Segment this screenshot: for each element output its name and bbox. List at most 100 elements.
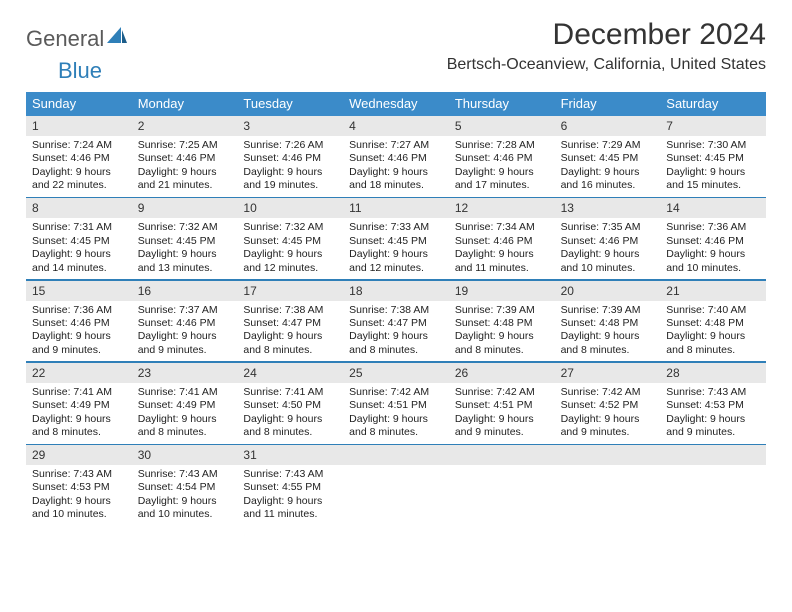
day-line: Daylight: 9 hours xyxy=(455,330,549,343)
day-line: and 10 minutes. xyxy=(138,508,232,521)
day-line: and 10 minutes. xyxy=(32,508,126,521)
day-cell: Sunrise: 7:35 AMSunset: 4:46 PMDaylight:… xyxy=(555,218,661,279)
day-line: Sunrise: 7:32 AM xyxy=(243,221,337,234)
day-line: Daylight: 9 hours xyxy=(666,248,760,261)
day-line: and 8 minutes. xyxy=(32,426,126,439)
day-line: Sunset: 4:46 PM xyxy=(349,152,443,165)
day-line: Daylight: 9 hours xyxy=(666,166,760,179)
day-number: 25 xyxy=(343,363,449,383)
daynum-row: 293031 xyxy=(26,445,766,465)
day-line: Sunset: 4:45 PM xyxy=(561,152,655,165)
day-line: Sunset: 4:48 PM xyxy=(455,317,549,330)
day-number: 24 xyxy=(237,363,343,383)
day-line: and 9 minutes. xyxy=(455,426,549,439)
day-line: Sunset: 4:48 PM xyxy=(561,317,655,330)
day-line: Daylight: 9 hours xyxy=(349,413,443,426)
day-line: Daylight: 9 hours xyxy=(349,248,443,261)
day-line: Sunrise: 7:43 AM xyxy=(32,468,126,481)
day-line: Sunset: 4:47 PM xyxy=(349,317,443,330)
day-header: Thursday xyxy=(449,92,555,116)
day-line: Sunrise: 7:42 AM xyxy=(455,386,549,399)
day-cell: Sunrise: 7:43 AMSunset: 4:53 PMDaylight:… xyxy=(660,383,766,444)
day-line: Sunset: 4:45 PM xyxy=(138,235,232,248)
day-line: and 10 minutes. xyxy=(561,262,655,275)
day-line: and 16 minutes. xyxy=(561,179,655,192)
day-line: and 9 minutes. xyxy=(561,426,655,439)
day-cell: Sunrise: 7:38 AMSunset: 4:47 PMDaylight:… xyxy=(343,301,449,362)
day-line: Sunset: 4:45 PM xyxy=(32,235,126,248)
day-line: Daylight: 9 hours xyxy=(32,413,126,426)
day-cell: Sunrise: 7:32 AMSunset: 4:45 PMDaylight:… xyxy=(132,218,238,279)
day-number: 2 xyxy=(132,116,238,136)
day-line: Sunrise: 7:24 AM xyxy=(32,139,126,152)
day-cell xyxy=(555,465,661,526)
day-line: and 8 minutes. xyxy=(138,426,232,439)
day-line: Daylight: 9 hours xyxy=(138,413,232,426)
day-cell: Sunrise: 7:40 AMSunset: 4:48 PMDaylight:… xyxy=(660,301,766,362)
day-cell: Sunrise: 7:39 AMSunset: 4:48 PMDaylight:… xyxy=(555,301,661,362)
day-line: Sunset: 4:55 PM xyxy=(243,481,337,494)
logo-text-blue: Blue xyxy=(58,58,102,83)
day-line: Sunrise: 7:40 AM xyxy=(666,304,760,317)
day-number: 26 xyxy=(449,363,555,383)
day-line: Daylight: 9 hours xyxy=(561,330,655,343)
day-cell: Sunrise: 7:39 AMSunset: 4:48 PMDaylight:… xyxy=(449,301,555,362)
day-line: Sunset: 4:48 PM xyxy=(666,317,760,330)
day-line: Daylight: 9 hours xyxy=(455,248,549,261)
day-line: Sunrise: 7:29 AM xyxy=(561,139,655,152)
day-cell: Sunrise: 7:34 AMSunset: 4:46 PMDaylight:… xyxy=(449,218,555,279)
day-number: 29 xyxy=(26,445,132,465)
day-cell: Sunrise: 7:43 AMSunset: 4:53 PMDaylight:… xyxy=(26,465,132,526)
day-body-row: Sunrise: 7:41 AMSunset: 4:49 PMDaylight:… xyxy=(26,383,766,444)
calendar-week: 293031Sunrise: 7:43 AMSunset: 4:53 PMDay… xyxy=(26,445,766,526)
day-line: and 8 minutes. xyxy=(349,344,443,357)
day-line: and 11 minutes. xyxy=(243,508,337,521)
day-line: and 17 minutes. xyxy=(455,179,549,192)
day-line: Sunrise: 7:33 AM xyxy=(349,221,443,234)
day-line: Sunrise: 7:42 AM xyxy=(561,386,655,399)
day-line: Daylight: 9 hours xyxy=(138,330,232,343)
calendar-week: 891011121314Sunrise: 7:31 AMSunset: 4:45… xyxy=(26,198,766,279)
day-header: Sunday xyxy=(26,92,132,116)
day-cell: Sunrise: 7:41 AMSunset: 4:50 PMDaylight:… xyxy=(237,383,343,444)
day-line: Sunrise: 7:38 AM xyxy=(349,304,443,317)
day-line: and 22 minutes. xyxy=(32,179,126,192)
day-line: Sunrise: 7:26 AM xyxy=(243,139,337,152)
day-line: Daylight: 9 hours xyxy=(138,166,232,179)
day-line: and 8 minutes. xyxy=(243,426,337,439)
day-line: Sunrise: 7:43 AM xyxy=(243,468,337,481)
day-number: 17 xyxy=(237,281,343,301)
day-line: Daylight: 9 hours xyxy=(561,248,655,261)
day-line: Sunrise: 7:41 AM xyxy=(138,386,232,399)
day-number: 13 xyxy=(555,198,661,218)
day-line: Sunset: 4:46 PM xyxy=(243,152,337,165)
day-line: Daylight: 9 hours xyxy=(32,495,126,508)
day-line: Daylight: 9 hours xyxy=(666,413,760,426)
day-line: Sunset: 4:45 PM xyxy=(666,152,760,165)
day-line: Sunrise: 7:37 AM xyxy=(138,304,232,317)
day-line: Sunset: 4:51 PM xyxy=(349,399,443,412)
day-line: Sunrise: 7:36 AM xyxy=(666,221,760,234)
day-line: Daylight: 9 hours xyxy=(243,495,337,508)
day-line: and 19 minutes. xyxy=(243,179,337,192)
day-line: Daylight: 9 hours xyxy=(455,166,549,179)
day-number: 16 xyxy=(132,281,238,301)
day-line: Daylight: 9 hours xyxy=(561,166,655,179)
day-number: 3 xyxy=(237,116,343,136)
day-number: 31 xyxy=(237,445,343,465)
day-number: 10 xyxy=(237,198,343,218)
day-line: Daylight: 9 hours xyxy=(32,166,126,179)
day-cell: Sunrise: 7:38 AMSunset: 4:47 PMDaylight:… xyxy=(237,301,343,362)
day-cell: Sunrise: 7:42 AMSunset: 4:51 PMDaylight:… xyxy=(449,383,555,444)
day-line: Sunrise: 7:41 AM xyxy=(32,386,126,399)
day-line: and 12 minutes. xyxy=(349,262,443,275)
day-cell: Sunrise: 7:43 AMSunset: 4:55 PMDaylight:… xyxy=(237,465,343,526)
day-number: 1 xyxy=(26,116,132,136)
day-cell xyxy=(660,465,766,526)
day-line: Sunset: 4:46 PM xyxy=(455,152,549,165)
day-cell: Sunrise: 7:28 AMSunset: 4:46 PMDaylight:… xyxy=(449,136,555,197)
day-line: Daylight: 9 hours xyxy=(138,495,232,508)
day-line: Sunset: 4:46 PM xyxy=(666,235,760,248)
day-cell: Sunrise: 7:43 AMSunset: 4:54 PMDaylight:… xyxy=(132,465,238,526)
day-cell: Sunrise: 7:42 AMSunset: 4:51 PMDaylight:… xyxy=(343,383,449,444)
